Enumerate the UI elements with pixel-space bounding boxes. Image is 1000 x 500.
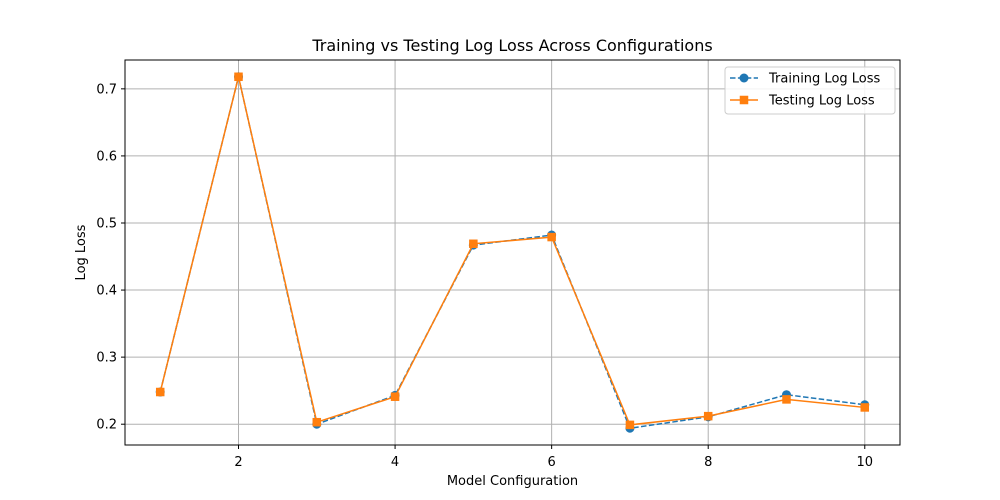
- y-tick-label: 0.5: [96, 216, 117, 231]
- y-axis: 0.2 0.3 0.4 0.5 0.6 0.7: [96, 82, 125, 433]
- y-tick-label: 0.4: [96, 284, 117, 299]
- series-layer: [155, 72, 870, 433]
- legend-marker: [739, 95, 749, 105]
- chart-title: Training vs Testing Log Loss Across Conf…: [311, 36, 712, 55]
- x-tick-label: 4: [391, 455, 399, 470]
- data-point-testing-log-loss: [860, 403, 870, 412]
- legend-marker: [739, 73, 749, 83]
- legend: Training Log Loss Testing Log Loss: [724, 66, 896, 115]
- legend-item: Testing Log Loss: [730, 94, 875, 109]
- legend-box: [724, 66, 896, 115]
- data-point-testing-log-loss: [390, 392, 400, 401]
- x-tick-label: 8: [704, 455, 712, 470]
- y-tick-label: 0.3: [96, 351, 117, 366]
- data-point-testing-log-loss: [234, 72, 243, 82]
- x-tick-label: 2: [234, 455, 242, 470]
- data-point-testing-log-loss: [782, 395, 791, 404]
- legend-label: Testing Log Loss: [768, 94, 875, 109]
- series-testing-log-loss: [155, 72, 870, 430]
- x-axis: 2 4 6 8 10: [234, 445, 873, 470]
- data-point-testing-log-loss: [703, 411, 713, 421]
- plot-frame: [124, 59, 901, 446]
- data-point-testing-log-loss: [155, 387, 165, 397]
- x-tick-label: 10: [856, 455, 873, 470]
- legend-label: Training Log Loss: [768, 72, 881, 87]
- legend-item: Training Log Loss: [730, 72, 881, 87]
- x-tick-label: 6: [548, 455, 556, 470]
- data-point-testing-log-loss: [547, 232, 556, 242]
- y-tick-label: 0.2: [96, 418, 117, 433]
- series-line-testing-log-loss: [159, 76, 865, 426]
- data-point-testing-log-loss: [625, 420, 635, 430]
- x-axis-label: Model Configuration: [447, 474, 578, 489]
- y-axis-label: Log Loss: [74, 224, 89, 280]
- data-point-testing-log-loss: [469, 239, 478, 249]
- series-line-training-log-loss: [159, 76, 865, 429]
- series-training-log-loss: [155, 72, 870, 433]
- y-tick-label: 0.6: [96, 149, 117, 164]
- grid-lines: [125, 60, 900, 445]
- data-point-testing-log-loss: [312, 417, 322, 427]
- y-tick-label: 0.7: [96, 82, 117, 97]
